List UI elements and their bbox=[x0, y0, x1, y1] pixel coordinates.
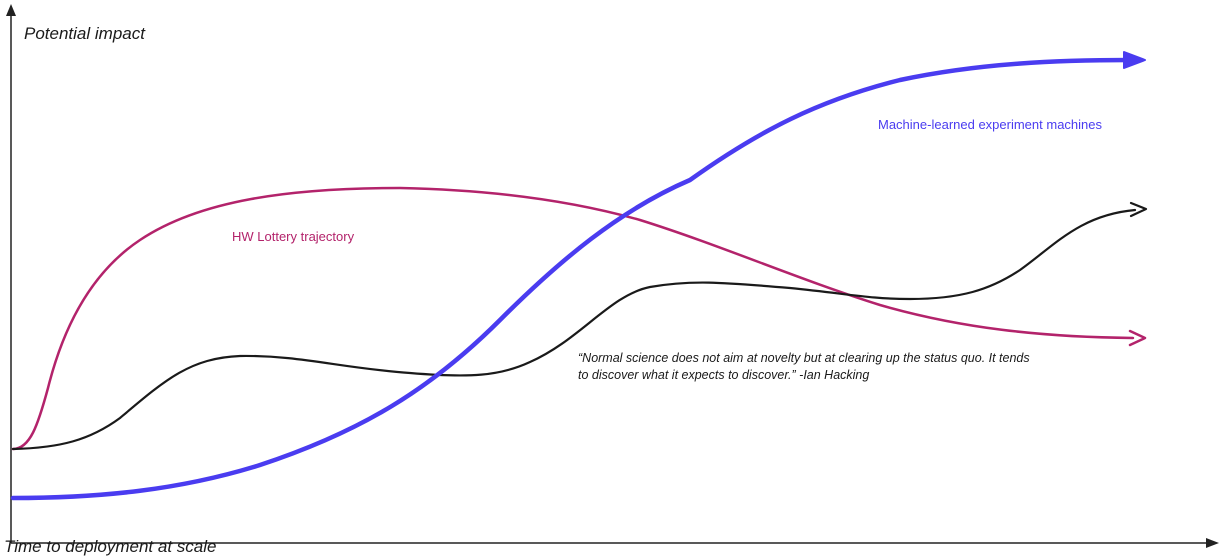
hw-lottery-arrowhead bbox=[1128, 329, 1147, 347]
normal-science-arrowhead bbox=[1129, 201, 1148, 218]
normal-science-curve bbox=[11, 208, 1137, 451]
hw-lottery-label: HW Lottery trajectory bbox=[232, 229, 355, 244]
y-axis-label: Potential impact bbox=[24, 24, 145, 43]
hacking-quote: “Normal science does not aim at novelty … bbox=[578, 351, 1030, 382]
ml-machines-label: Machine-learned experiment machines bbox=[878, 117, 1103, 132]
ml-machines-arrowhead bbox=[1123, 51, 1146, 69]
x-axis-arrow bbox=[1206, 538, 1219, 548]
y-axis-arrow bbox=[6, 4, 16, 16]
hw-lottery-curve bbox=[11, 186, 1135, 451]
ml-machines-curve bbox=[10, 57, 1133, 501]
x-axis-label: Time to deployment at scale bbox=[4, 537, 217, 556]
